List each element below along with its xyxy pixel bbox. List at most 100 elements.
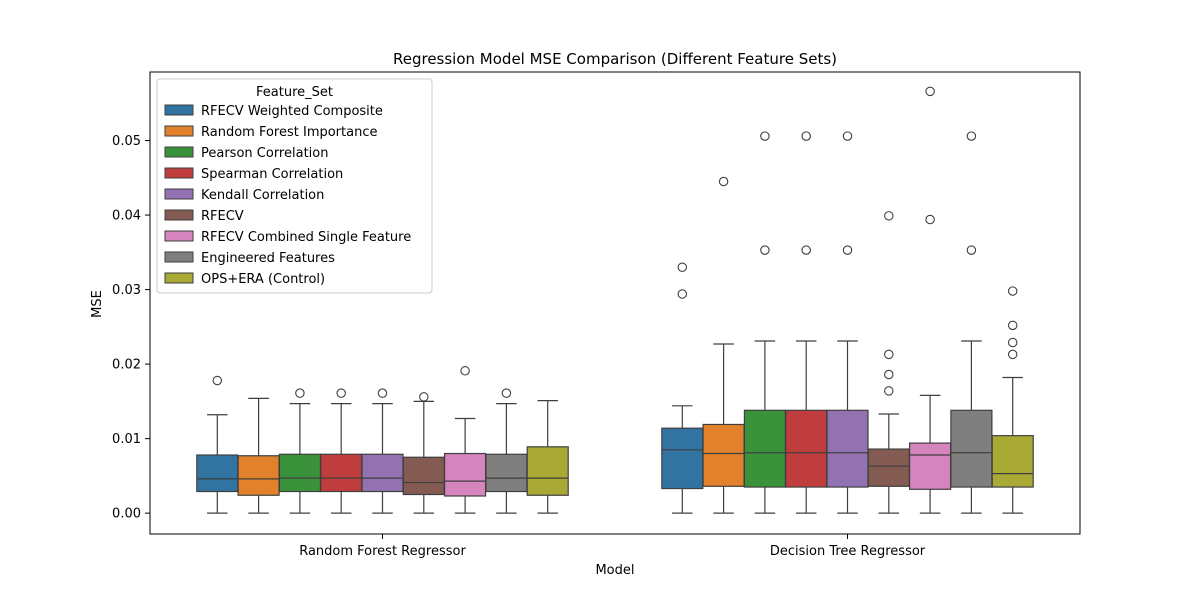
box-dt-7: [950, 131, 993, 514]
outlier-point: [925, 214, 935, 225]
y-tick-label: 0.03: [112, 283, 141, 298]
x-axis-label: Model: [595, 563, 634, 578]
outlier-point: [925, 86, 935, 97]
y-tick-label: 0.02: [112, 358, 141, 373]
outlier-point: [842, 245, 853, 255]
y-axis-label: MSE: [90, 290, 105, 318]
chart-title: Regression Model MSE Comparison (Differe…: [393, 50, 837, 68]
outlier-point: [677, 262, 688, 272]
outlier-point: [760, 245, 770, 255]
box-rf-3: [320, 388, 363, 514]
legend-label: RFECV Combined Single Feature: [201, 230, 411, 245]
legend-swatch: [164, 251, 194, 263]
box-body: [320, 453, 363, 493]
box-rf-2: [278, 388, 321, 514]
legend-label: Pearson Correlation: [201, 146, 328, 161]
box-body: [444, 452, 487, 497]
box-body: [991, 435, 1034, 488]
outlier-point: [460, 366, 470, 376]
legend-label: Spearman Correlation: [201, 167, 343, 182]
box-body: [950, 409, 993, 488]
outlier-point: [1007, 349, 1018, 360]
legend-swatch: [164, 230, 194, 242]
y-tick-label: 0.05: [112, 134, 141, 149]
box-body: [485, 453, 528, 493]
box-dt-3: [785, 131, 828, 514]
box-body: [237, 455, 280, 496]
box-body: [743, 409, 787, 488]
outlier-point: [884, 369, 894, 380]
outlier-point: [377, 388, 388, 398]
outlier-point: [718, 176, 729, 187]
outlier-point: [760, 131, 770, 141]
outlier-point: [966, 131, 977, 141]
plot-area: [196, 86, 1034, 514]
box-body: [867, 448, 910, 487]
outlier-point: [801, 131, 811, 141]
outlier-point: [884, 386, 894, 396]
legend-label: OPS+ERA (Control): [201, 272, 325, 287]
outlier-point: [1007, 320, 1018, 331]
box-rf-1: [237, 397, 280, 514]
outlier-point: [212, 375, 223, 386]
outlier-point: [966, 245, 977, 255]
y-axis: 0.00 0.01 0.02 0.03 0.04 0.05: [112, 134, 150, 522]
x-axis: Random Forest Regressor Decision Tree Reg…: [299, 534, 926, 559]
legend-swatch: [164, 125, 194, 137]
outlier-point: [1007, 286, 1018, 296]
outlier-point: [884, 211, 894, 221]
legend-swatch: [164, 167, 194, 179]
box-dt-4: [826, 131, 869, 514]
legend-box: [156, 78, 433, 294]
legend-swatch: [164, 188, 194, 200]
box-rf-4: [361, 388, 404, 514]
legend-label: Kendall Correlation: [201, 188, 324, 203]
outlier-point: [419, 392, 429, 402]
outlier-point: [295, 388, 305, 398]
outlier-point: [1007, 337, 1018, 348]
box-dt-2: [743, 131, 787, 514]
legend: Feature_Set RFECV Weighted Composite Rando…: [156, 78, 433, 294]
y-tick-label: 0.04: [112, 209, 141, 224]
axes-frame: [149, 71, 1081, 535]
box-dt-1: [702, 176, 745, 514]
box-rf-6: [444, 366, 487, 514]
y-tick-label: 0.01: [112, 432, 141, 447]
box-rf-7: [485, 388, 528, 514]
box-body: [196, 454, 239, 493]
box-body: [826, 409, 869, 488]
legend-label: RFECV Weighted Composite: [201, 104, 383, 119]
outlier-point: [842, 131, 853, 141]
box-body: [785, 409, 828, 488]
box-body: [526, 446, 569, 496]
box-body: [361, 453, 404, 493]
legend-title: Feature_Set: [256, 85, 333, 100]
legend-label: RFECV: [201, 209, 244, 224]
box-body: [661, 427, 704, 490]
box-body: [278, 453, 321, 493]
legend-swatch: [164, 272, 194, 284]
outlier-point: [501, 388, 512, 398]
box-dt-8: [991, 286, 1034, 514]
x-tick-label: Decision Tree Regressor: [770, 544, 926, 559]
box-body: [908, 442, 952, 490]
box-rf-5: [402, 392, 445, 514]
outlier-point: [677, 289, 688, 299]
box-dt-0: [661, 262, 704, 514]
box-rf-8: [526, 400, 569, 514]
outlier-point: [801, 245, 811, 255]
legend-swatch: [164, 146, 194, 158]
legend-swatch: [164, 104, 194, 116]
box-body: [402, 456, 445, 496]
legend-label: Random Forest Importance: [201, 125, 377, 140]
box-dt-5: [867, 211, 910, 514]
x-tick-label: Random Forest Regressor: [299, 544, 466, 559]
y-tick-label: 0.00: [112, 507, 141, 522]
box-dt-6: [908, 86, 952, 514]
box-body: [702, 423, 745, 487]
outlier-point: [336, 388, 346, 398]
legend-label: Engineered Features: [201, 251, 335, 266]
legend-swatch: [164, 209, 194, 221]
box-rf-0: [196, 375, 239, 514]
